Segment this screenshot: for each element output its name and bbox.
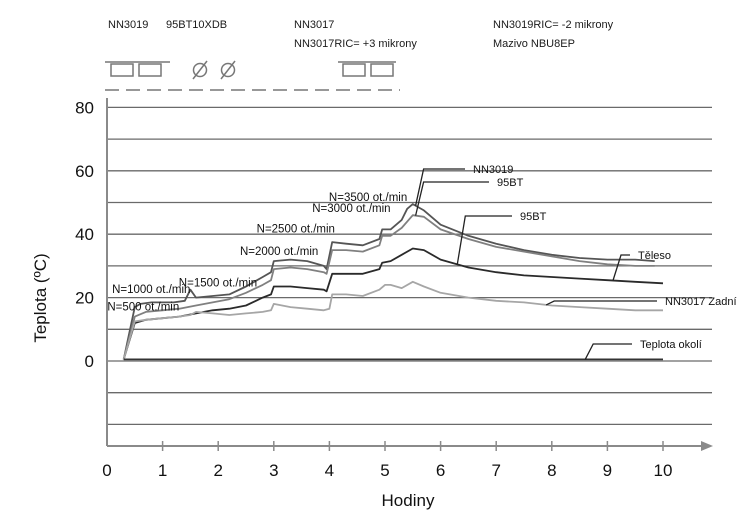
bearing-rear-symbol xyxy=(338,61,396,77)
y-tick-labels: 0 20 40 60 80 xyxy=(75,98,94,371)
bearing-mid-symbol xyxy=(192,60,236,80)
y-tick-label: 0 xyxy=(85,352,94,371)
y-axis-label: Teplota (ºC) xyxy=(31,253,50,342)
x-tick-label: 6 xyxy=(436,461,445,480)
series-line-1 xyxy=(122,214,655,360)
series-line-3 xyxy=(122,280,663,360)
x-tick-label: 2 xyxy=(213,461,222,480)
x-axis-label: Hodiny xyxy=(382,491,435,510)
callout-label: NN3019 xyxy=(473,164,513,176)
header-lubricant: Mazivo NBU8EP xyxy=(493,38,575,50)
callout-leader xyxy=(612,254,630,281)
x-tick-label: 4 xyxy=(325,461,334,480)
y-tick-label: 20 xyxy=(75,289,94,308)
series-line-0 xyxy=(122,203,655,360)
x-tick-label: 10 xyxy=(654,461,673,480)
x-axis-arrow xyxy=(701,441,713,451)
callout-label: Teplota okolí xyxy=(640,339,702,351)
x-tick-label: 5 xyxy=(380,461,389,480)
header-bearing-front: NN3019 xyxy=(108,19,149,31)
header-bearing-rear: NN3017 xyxy=(294,19,335,31)
axes xyxy=(106,98,713,451)
series-lines xyxy=(122,203,664,361)
bearing-front-symbol xyxy=(105,61,170,77)
speed-annotation: N=3000 ot./min xyxy=(312,203,390,215)
x-tick-label: 9 xyxy=(603,461,612,480)
callout-leader xyxy=(545,300,657,306)
y-tick-label: 40 xyxy=(75,225,94,244)
callout-label: 95BT xyxy=(497,177,524,189)
header-bearing-mid: 95BT10XDB xyxy=(166,19,228,31)
x-tick-label: 7 xyxy=(491,461,500,480)
callout-label: 95BT xyxy=(520,211,547,223)
grid-lines xyxy=(107,106,712,426)
speed-annotation: N=1500 ot./min xyxy=(179,278,257,290)
x-tick-label: 1 xyxy=(158,461,167,480)
callout-leader xyxy=(414,168,465,206)
x-tick-label: 0 xyxy=(102,461,111,480)
speed-annotation: N=2500 ot./min xyxy=(257,224,335,236)
spindle-schematic xyxy=(105,60,400,91)
callout-leader xyxy=(414,181,489,216)
callout-leader xyxy=(456,215,512,265)
speed-annotation: N=500 ot./min xyxy=(107,301,179,313)
speed-annotation: N=1000 ot./min xyxy=(112,284,190,296)
x-tick-label: 3 xyxy=(269,461,278,480)
callout-label: NN3017 Zadní xyxy=(665,296,737,308)
header-front-ric: NN3019RIC= -2 mikrony xyxy=(493,19,614,31)
speed-annotation: N=3500 ot./min xyxy=(329,192,407,204)
y-tick-label: 80 xyxy=(75,98,94,117)
header-rear-ric: NN3017RIC= +3 mikrony xyxy=(294,38,417,50)
x-tick-label: 8 xyxy=(547,461,556,480)
y-tick-label: 60 xyxy=(75,162,94,181)
x-tick-labels: 0 1 2 3 4 5 6 7 8 9 10 xyxy=(102,441,672,480)
callout-leader xyxy=(584,343,632,360)
callout-label: Těleso xyxy=(638,250,671,262)
speed-annotation: N=2000 ot./min xyxy=(240,246,318,258)
